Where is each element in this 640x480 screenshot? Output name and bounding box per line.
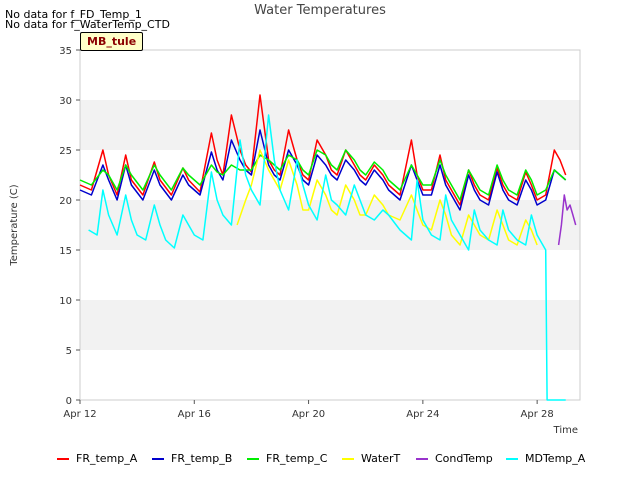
legend-item-mdtemp-a: MDTemp_A — [506, 452, 585, 465]
series-line-watert — [236, 149, 538, 246]
x-tick-label: Apr 28 — [521, 409, 554, 420]
legend-label: MDTemp_A — [525, 452, 586, 465]
y-tick-label: 10 — [59, 296, 72, 307]
legend-swatch — [247, 458, 259, 460]
legend-swatch — [416, 458, 428, 460]
plot-bands — [80, 50, 580, 400]
legend-swatch — [57, 458, 69, 460]
y-tick-label: 0 — [66, 396, 72, 407]
x-axis-label: Time — [553, 425, 578, 436]
legend-item-fr-temp-c: FR_temp_C — [247, 452, 327, 465]
y-axis-label: Temperature (C) — [9, 184, 20, 266]
legend-label: FR_temp_B — [171, 452, 233, 465]
plot-band — [80, 50, 580, 100]
legend-item-fr-temp-a: FR_temp_A — [57, 452, 137, 465]
x-tick-label: Apr 24 — [406, 409, 439, 420]
y-tick-label: 5 — [66, 346, 72, 357]
x-tick-label: Apr 20 — [292, 409, 325, 420]
legend-label: CondTemp — [435, 452, 493, 465]
no-data-note-watertemp-ctd: No data for f_WaterTemp_CTD — [5, 18, 170, 31]
legend-label: FR_temp_A — [76, 452, 138, 465]
legend-label: FR_temp_C — [266, 452, 328, 465]
series-line-fr-temp-c — [79, 149, 567, 201]
y-tick-label: 15 — [59, 246, 72, 257]
no-data-note-fd-temp: No data for f_FD_Temp_1 — [5, 8, 142, 21]
legend-swatch — [152, 458, 164, 460]
legend-item-watert: WaterT — [342, 452, 400, 465]
legend-label: WaterT — [361, 452, 401, 465]
plot-band — [80, 350, 580, 400]
y-tick-label: 20 — [59, 196, 72, 207]
y-tick-label: 30 — [59, 96, 72, 107]
series-lines — [79, 94, 577, 401]
site-label: MB_tule — [80, 32, 144, 51]
legend-item-condtemp: CondTemp — [416, 452, 493, 465]
plot-frame — [79, 49, 581, 401]
y-axis-ticks: 0 5 10 15 20 25 30 35 — [59, 46, 80, 407]
series-line-fr-temp-a — [79, 94, 567, 206]
chart-title: Water Temperatures — [254, 3, 386, 18]
series-line-fr-temp-b — [79, 129, 567, 211]
series-line-condtemp — [557, 194, 577, 246]
legend-swatch — [342, 458, 354, 460]
x-tick-label: Apr 12 — [63, 409, 96, 420]
plot-band — [80, 250, 580, 300]
legend-swatch — [506, 458, 518, 460]
plot-band — [80, 300, 580, 350]
x-axis-ticks: Apr 12 Apr 16 Apr 20 Apr 24 Apr 28 — [63, 400, 554, 420]
y-tick-label: 35 — [59, 46, 72, 57]
x-tick-label: Apr 16 — [178, 409, 211, 420]
plot-band — [80, 100, 580, 150]
legend-item-fr-temp-b: FR_temp_B — [152, 452, 232, 465]
y-tick-label: 25 — [59, 146, 72, 157]
series-line-mdtemp-a — [88, 114, 566, 401]
chart-legend: FR_temp_A FR_temp_B FR_temp_C WaterT CondTem… — [0, 452, 640, 470]
